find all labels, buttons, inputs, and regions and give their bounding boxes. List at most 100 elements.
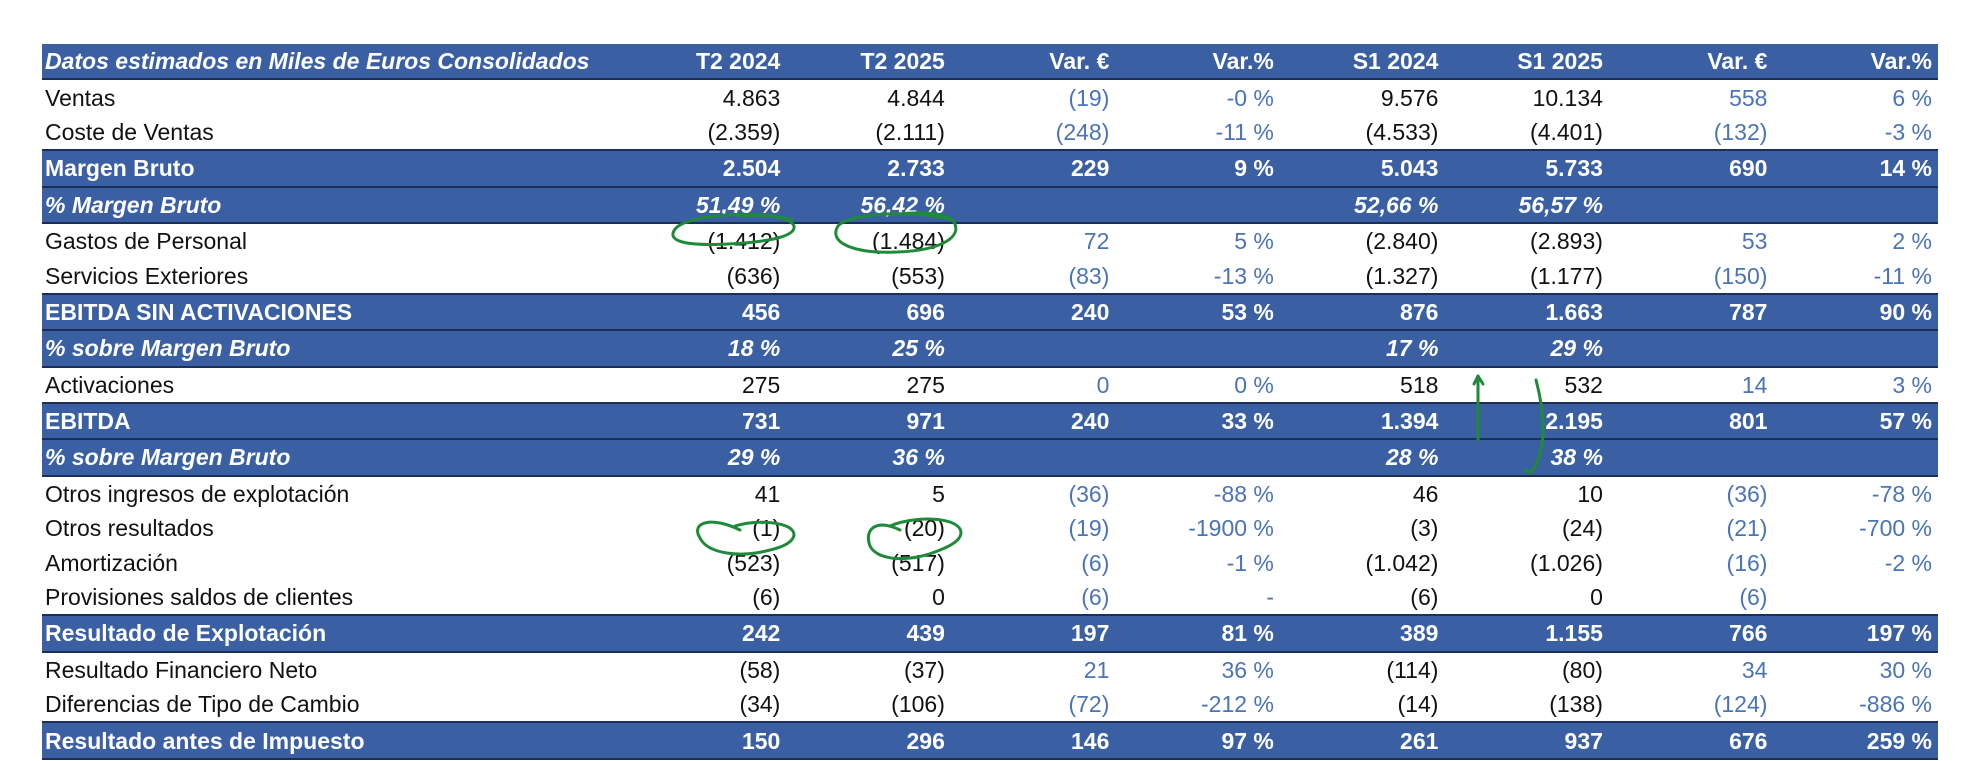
cell-var-pct-s1: -886 % <box>1859 691 1932 718</box>
cell-var-eur-s1: (16) <box>1726 549 1768 576</box>
cell-var-eur-s1: 53 <box>1608 221 1774 259</box>
cell-var-eur-t2: 0 <box>950 365 1116 403</box>
table-row-resultado-de-explotacion: Resultado de Explotación 242 439 197 81 % 389… <box>42 614 1938 652</box>
cell-var-eur-t2: 229 <box>950 149 1116 187</box>
table-row-ebitda: EBITDA 731 971 240 33 % 1.394 2.195 801 57 % <box>42 401 1938 440</box>
cell-t2-2025: (106) <box>891 691 945 718</box>
cell-t2-2025: 275 <box>786 365 951 403</box>
cell-var-pct-t2: -13 % <box>1213 262 1274 289</box>
cell-var-eur-t2: 21 <box>950 650 1116 688</box>
row-label: Provisiones saldos de clientes <box>45 584 354 611</box>
cell-s1-2025: (138) <box>1549 691 1603 718</box>
cell-t2-2025: (2.111) <box>875 118 945 145</box>
cell-var-eur-s1: 801 <box>1608 401 1774 440</box>
table-row-sobre-margen-bruto: % sobre Margen Bruto 18 % 25 % 17 % 29 % <box>42 329 1938 367</box>
row-label: Otros ingresos de explotación <box>42 474 622 512</box>
cell-var-eur-s1: (6) <box>1739 584 1768 611</box>
row-label: Coste de Ventas <box>45 118 214 145</box>
cell-s1-2024: (4.533) <box>1365 118 1439 145</box>
cell-var-pct-s1: 30 % <box>1773 650 1938 688</box>
cell-var-pct-s1: 3 % <box>1773 365 1938 403</box>
cell-var-eur-s1: (21) <box>1726 515 1768 542</box>
row-label: % sobre Margen Bruto <box>42 329 622 367</box>
cell-s1-2024: 5.043 <box>1279 149 1445 187</box>
table-row-gastos-de-personal: Gastos de Personal (1.412) (1.484) 72 5 % (2.… <box>42 221 1938 259</box>
table-body: Datos estimados en Miles de Euros Consol… <box>42 44 1938 760</box>
header-var-eur-t2: Var. € <box>950 44 1116 80</box>
cell-s1-2025: (80) <box>1444 650 1609 688</box>
cell-var-pct-s1 <box>1773 185 1938 223</box>
cell-s1-2024: 1.394 <box>1279 401 1445 440</box>
table-row-margen-bruto: % Margen Bruto 51,49 % 56,42 % 52,66 % 56,57… <box>42 185 1938 223</box>
cell-var-eur-t2: (6) <box>1081 584 1110 611</box>
table-row-diferencias-de-tipo-de-cambio: Diferencias de Tipo de Cambio (34) (106) (7… <box>42 687 1938 722</box>
cell-var-pct-s1: 6 % <box>1773 78 1938 115</box>
cell-s1-2024: (6) <box>1410 584 1439 611</box>
cell-var-pct-t2 <box>1115 329 1280 367</box>
header-row: Datos estimados en Miles de Euros Consol… <box>42 44 1938 80</box>
cell-var-pct-s1: 57 % <box>1773 401 1938 440</box>
cell-var-pct-t2: -88 % <box>1115 474 1280 512</box>
cell-var-eur-t2: 197 <box>950 614 1116 652</box>
cell-var-eur-t2: (19) <box>950 78 1116 115</box>
row-label: % Margen Bruto <box>42 185 622 223</box>
cell-s1-2024: 46 <box>1279 474 1445 512</box>
cell-s1-2024: (2.840) <box>1279 221 1445 259</box>
cell-s1-2025: 29 % <box>1444 329 1609 367</box>
row-label: Gastos de Personal <box>42 221 622 259</box>
cell-s1-2025: 10.134 <box>1444 78 1609 115</box>
row-label: Otros resultados <box>45 515 214 542</box>
cell-t2-2024: (2.359) <box>707 118 781 145</box>
cell-var-pct-t2: -1900 % <box>1188 515 1274 542</box>
cell-t2-2025: 971 <box>786 401 951 440</box>
cell-t2-2025: 56,42 % <box>786 185 951 223</box>
cell-var-eur-s1: (124) <box>1713 691 1768 718</box>
cell-var-pct-s1 <box>1773 329 1938 367</box>
cell-var-eur-t2: (6) <box>1081 549 1110 576</box>
table-row-coste-de-ventas: Coste de Ventas (2.359) (2.111) (248) -11 % (… <box>42 115 1938 150</box>
header-t2-2024: T2 2024 <box>621 44 787 80</box>
table-row-servicios-exteriores: Servicios Exteriores (636) (553) (83) -13 % (… <box>42 258 1938 293</box>
cell-s1-2025: (1.026) <box>1530 549 1603 576</box>
cell-t2-2024: 275 <box>621 365 787 403</box>
cell-var-pct-t2: 0 % <box>1115 365 1280 403</box>
cell-t2-2024: 150 <box>621 721 787 760</box>
cell-t2-2024: (1.412) <box>621 221 787 259</box>
cell-var-eur-s1: 690 <box>1608 149 1774 187</box>
row-label: Diferencias de Tipo de Cambio <box>45 691 360 718</box>
cell-s1-2024: 876 <box>1279 292 1445 331</box>
cell-t2-2024: 242 <box>621 614 787 652</box>
cell-var-eur-t2: (36) <box>950 474 1116 512</box>
cell-var-pct-t2: -11 % <box>1215 118 1274 145</box>
cell-t2-2025: 296 <box>786 721 951 760</box>
cell-t2-2025: 0 <box>932 584 945 611</box>
cell-var-eur-t2: 240 <box>950 401 1116 440</box>
cell-s1-2024: (114) <box>1279 650 1445 688</box>
cell-var-pct-t2: 33 % <box>1115 401 1280 440</box>
cell-var-eur-s1: 558 <box>1608 78 1774 115</box>
cell-var-eur-s1 <box>1608 185 1774 223</box>
cell-s1-2024: 52,66 % <box>1279 185 1445 223</box>
cell-s1-2025: 56,57 % <box>1444 185 1609 223</box>
cell-t2-2025: 5 <box>786 474 951 512</box>
cell-t2-2024: 18 % <box>621 329 787 367</box>
cell-var-pct-t2: 97 % <box>1115 721 1280 760</box>
cell-s1-2024: 9.576 <box>1279 78 1445 115</box>
cell-t2-2024: (34) <box>739 691 781 718</box>
cell-var-eur-s1: 787 <box>1608 292 1774 331</box>
cell-var-eur-t2: 146 <box>950 721 1116 760</box>
cell-var-eur-s1 <box>1608 329 1774 367</box>
cell-var-pct-t2: -212 % <box>1201 691 1274 718</box>
cell-s1-2025: 937 <box>1444 721 1609 760</box>
income-statement-table: Datos estimados en Miles de Euros Consol… <box>42 44 1938 760</box>
cell-t2-2024: (1) <box>752 515 781 542</box>
cell-t2-2024: 2.504 <box>621 149 787 187</box>
cell-s1-2025: (2.893) <box>1444 221 1609 259</box>
cell-var-eur-s1 <box>1608 438 1774 476</box>
cell-t2-2024: (58) <box>621 650 787 688</box>
table-row-resultado-antes-de-impuesto: Resultado antes de Impuesto 150 296 146 97 %… <box>42 721 1938 760</box>
cell-var-eur-t2: (83) <box>1068 262 1110 289</box>
cell-var-eur-s1: (150) <box>1713 262 1768 289</box>
cell-t2-2024: 4.863 <box>621 78 787 115</box>
cell-t2-2025: 696 <box>786 292 951 331</box>
